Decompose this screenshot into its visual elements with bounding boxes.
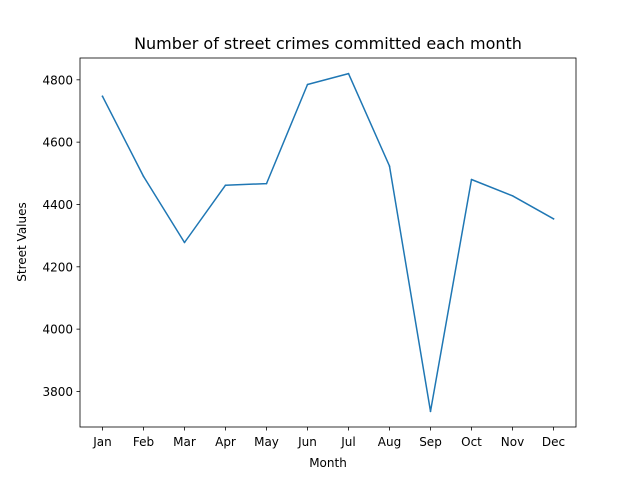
data-point: [470, 178, 473, 181]
y-tick-label: 4000: [42, 323, 73, 337]
y-tick-label: 4800: [42, 73, 73, 87]
data-point: [429, 410, 432, 413]
data-point: [511, 194, 514, 197]
x-tick-label: Sep: [419, 435, 442, 449]
data-point: [265, 182, 268, 185]
data-point: [142, 175, 145, 178]
data-point: [224, 184, 227, 186]
y-tick-label: 3800: [42, 385, 73, 399]
x-tick-label: Dec: [542, 435, 565, 449]
data-point: [388, 165, 391, 167]
chart-title: Number of street crimes committed each m…: [134, 34, 522, 53]
axes-frame: [79, 57, 577, 428]
x-tick-label: Jun: [297, 435, 317, 449]
x-tick-label: Oct: [461, 435, 482, 449]
x-tick-label: Feb: [133, 435, 154, 449]
y-tick-label: 4400: [42, 198, 73, 212]
x-tick-label: Aug: [378, 435, 401, 449]
x-tick-label: Mar: [173, 435, 196, 449]
y-axis-label: Street Values: [15, 202, 29, 281]
data-point: [183, 241, 186, 244]
x-axis-label: Month: [309, 456, 347, 470]
y-tick-label: 4600: [42, 136, 73, 150]
series-line: [101, 72, 555, 413]
x-tick-label: May: [254, 435, 279, 449]
data-point: [101, 95, 104, 98]
x-tick-label: Jul: [340, 435, 355, 449]
y-tick-label: 4200: [42, 260, 73, 274]
x-tick-label: Apr: [215, 435, 236, 449]
data-point: [347, 72, 350, 75]
x-tick-label: Jan: [92, 435, 112, 449]
plot-area: [101, 72, 555, 413]
data-point: [306, 83, 309, 86]
data-point: [552, 218, 555, 220]
x-tick-label: Nov: [501, 435, 524, 449]
